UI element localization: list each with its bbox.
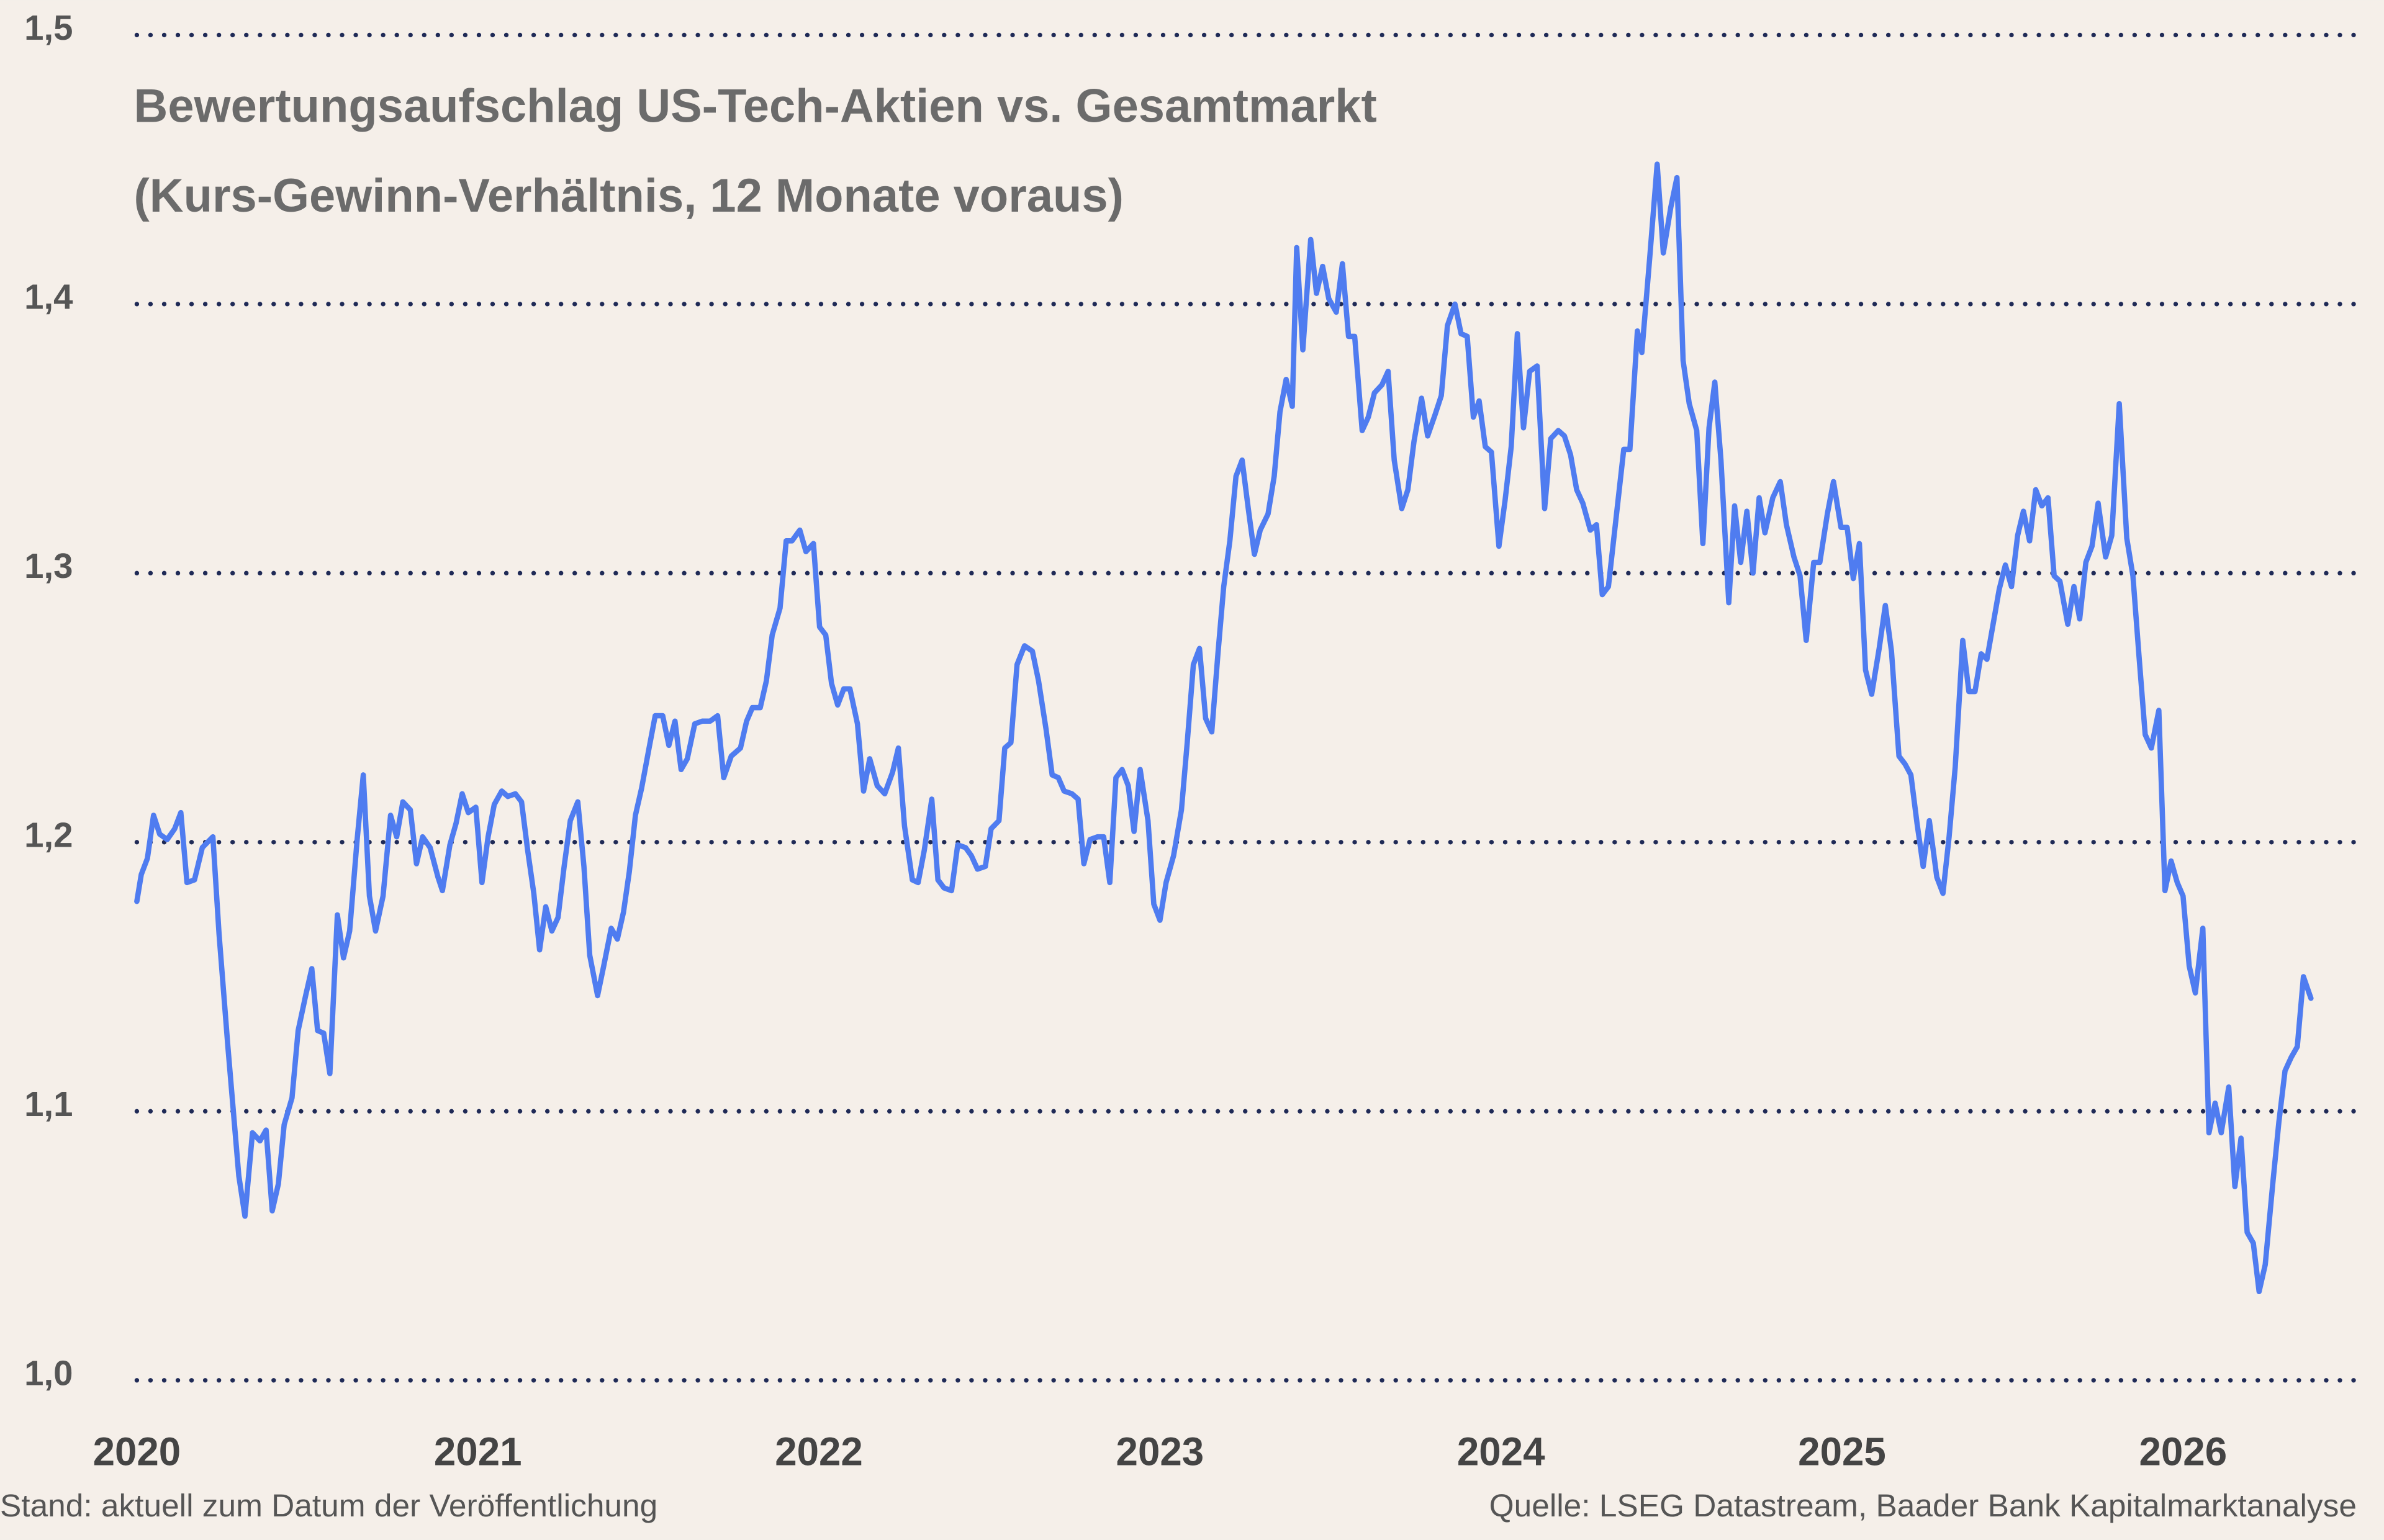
y-tick-label: 1,5 [24,8,73,47]
note: Stand: aktuell zum Datum der Veröffentli… [0,1487,657,1523]
y-tick-label: 1,2 [24,815,73,854]
chart-subtitle: (Kurs-Gewinn-Verhältnis, 12 Monate vorau… [134,169,1124,222]
grid-layer: 1,0 1,1 1,2 1,3 1,4 1,5 2020 2021 2022 2023 2024 20… [24,8,2359,1474]
x-tick-label: 2022 [775,1430,863,1474]
chart-title: Bewertungsaufschlag US-Tech-Aktien vs. G… [134,79,1377,132]
data-line [134,161,2314,1295]
x-tick-label: 2020 [93,1430,181,1474]
source: Quelle: LSEG Datastream, Baader Bank Kap… [1489,1487,2357,1523]
y-tick-label: 1,0 [24,1353,73,1392]
x-tick-label: 2023 [1116,1430,1204,1474]
line-layer [134,161,2314,1295]
y-tick-label: 1,1 [24,1084,73,1123]
x-tick-label: 2026 [2139,1430,2228,1474]
x-tick-label: 2025 [1798,1430,1886,1474]
y-tick-label: 1,3 [24,546,73,585]
x-tick-label: 2021 [434,1430,522,1474]
x-tick-label: 2024 [1457,1430,1545,1474]
y-tick-label: 1,4 [24,277,73,316]
